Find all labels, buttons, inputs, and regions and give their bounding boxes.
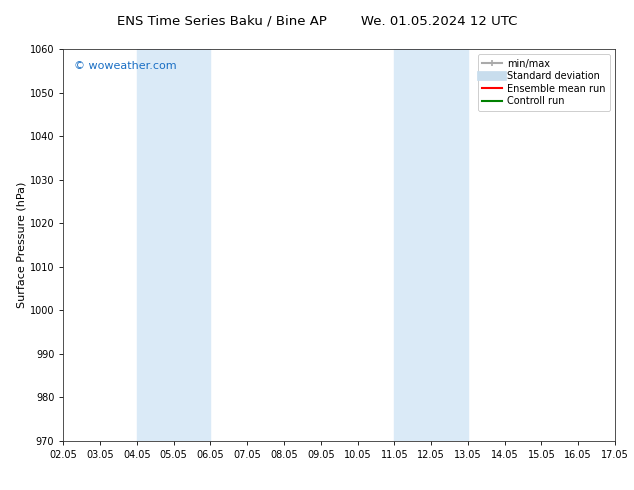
Bar: [394, 49, 468, 441]
Y-axis label: Surface Pressure (hPa): Surface Pressure (hPa): [17, 182, 27, 308]
Text: ENS Time Series Baku / Bine AP        We. 01.05.2024 12 UTC: ENS Time Series Baku / Bine AP We. 01.05…: [117, 15, 517, 28]
Legend: min/max, Standard deviation, Ensemble mean run, Controll run: min/max, Standard deviation, Ensemble me…: [477, 54, 610, 111]
Bar: [137, 49, 210, 441]
Text: © woweather.com: © woweather.com: [74, 61, 177, 71]
